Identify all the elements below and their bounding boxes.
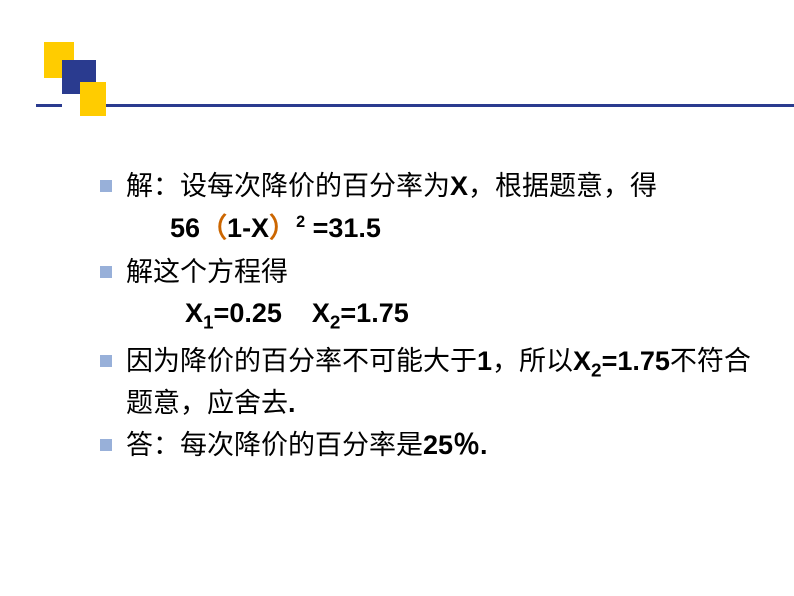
text-line-2: 解这个方程得: [126, 254, 288, 292]
equation-1: 56（1-X）2 =31.5: [170, 210, 754, 248]
bullet-item-4: 答：每次降价的百分率是25％.: [100, 427, 754, 465]
bullet-item-2: 解这个方程得: [100, 254, 754, 292]
slide-content: 解：设每次降价的百分率为X，根据题意，得 56（1-X）2 =31.5 解这个方…: [100, 168, 754, 469]
text-line-1: 解：设每次降价的百分率为X，根据题意，得: [126, 168, 657, 206]
bullet-item-3: 因为降价的百分率不可能大于1，所以X2=1.75不符合题意，应舍去.: [100, 343, 754, 423]
equation-2: X1=0.25 X2=1.75: [170, 295, 754, 337]
text-line-3: 因为降价的百分率不可能大于1，所以X2=1.75不符合题意，应舍去.: [126, 343, 754, 423]
slide-decoration: [36, 42, 126, 132]
bullet-square-icon: [100, 180, 112, 192]
bullet-item-1: 解：设每次降价的百分率为X，根据题意，得: [100, 168, 754, 206]
text-line-4: 答：每次降价的百分率是25％.: [126, 427, 488, 465]
bullet-square-icon: [100, 439, 112, 451]
bullet-square-icon: [100, 355, 112, 367]
bullet-square-icon: [100, 266, 112, 278]
